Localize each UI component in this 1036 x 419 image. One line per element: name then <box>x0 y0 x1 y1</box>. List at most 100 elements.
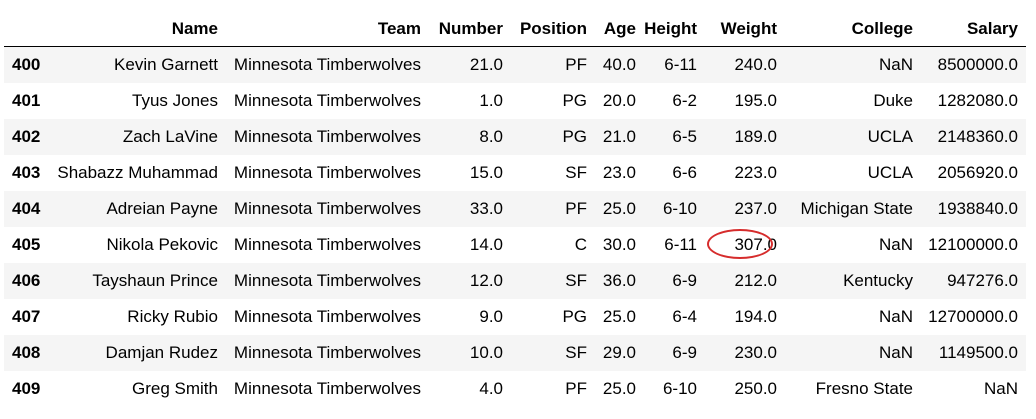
cell-weight: 230.0 <box>734 342 777 362</box>
column-header-height: Height <box>644 12 705 47</box>
cell-position: PG <box>562 126 587 146</box>
cell-weight: 240.0 <box>734 54 777 74</box>
column-header-college: College <box>785 12 921 47</box>
cell-number: 10.0 <box>469 342 503 362</box>
row-index: 401 <box>12 90 41 110</box>
cell-height: 6-4 <box>672 306 697 326</box>
cell-height: 6-11 <box>664 234 697 254</box>
cell-weight: 189.0 <box>734 126 777 146</box>
column-header-salary: Salary <box>921 12 1026 47</box>
row-index: 409 <box>12 378 41 398</box>
cell-height: 6-11 <box>664 54 697 74</box>
table-row: 408 Damjan Rudez Minnesota Timberwolves … <box>4 334 1026 371</box>
cell-position: C <box>574 234 587 254</box>
cell-height: 6-9 <box>672 342 697 362</box>
table-row: 404 Adreian Payne Minnesota Timberwolves… <box>4 190 1026 227</box>
cell-salary: 12100000.0 <box>928 234 1018 254</box>
row-index: 404 <box>12 198 41 218</box>
cell-name: Nikola Pekovic <box>106 234 219 254</box>
cell-college: Michigan State <box>800 198 913 218</box>
cell-age: 25.0 <box>602 378 636 398</box>
table-row: 401 Tyus Jones Minnesota Timberwolves 1.… <box>4 82 1026 119</box>
row-index: 402 <box>12 126 41 146</box>
cell-name: Tayshaun Prince <box>92 270 218 290</box>
column-header-name: Name <box>54 12 226 47</box>
column-header-team: Team <box>226 12 429 47</box>
column-header-number: Number <box>429 12 511 47</box>
table-row: 409 Greg Smith Minnesota Timberwolves 4.… <box>4 370 1026 407</box>
table-row: 402 Zach LaVine Minnesota Timberwolves 8… <box>4 118 1026 155</box>
table-row: 400 Kevin Garnett Minnesota Timberwolves… <box>4 46 1026 83</box>
cell-team: Minnesota Timberwolves <box>233 270 421 290</box>
cell-age: 36.0 <box>602 270 636 290</box>
cell-number: 33.0 <box>469 198 503 218</box>
cell-position: PG <box>562 90 587 110</box>
dataframe-table: Name Team Number Position Age Height Wei… <box>4 12 1026 407</box>
row-index: 403 <box>12 162 41 182</box>
column-header-weight: Weight <box>705 12 785 47</box>
cell-number: 15.0 <box>469 162 503 182</box>
row-index: 408 <box>12 342 41 362</box>
cell-salary: 2056920.0 <box>937 162 1018 182</box>
cell-team: Minnesota Timberwolves <box>233 306 421 326</box>
cell-height: 6-5 <box>672 126 697 146</box>
cell-number: 21.0 <box>469 54 503 74</box>
cell-age: 29.0 <box>602 342 636 362</box>
header-row: Name Team Number Position Age Height Wei… <box>4 12 1026 47</box>
cell-team: Minnesota Timberwolves <box>233 90 421 110</box>
cell-team: Minnesota Timberwolves <box>233 54 421 74</box>
cell-salary: 1282080.0 <box>937 90 1018 110</box>
cell-college: NaN <box>878 234 913 254</box>
cell-number: 9.0 <box>479 306 503 326</box>
cell-salary: 1149500.0 <box>938 342 1018 362</box>
cell-name: Kevin Garnett <box>114 54 218 74</box>
cell-name: Damjan Rudez <box>105 342 218 362</box>
cell-position: PF <box>565 198 587 218</box>
cell-salary: 8500000.0 <box>937 54 1018 74</box>
cell-college: NaN <box>878 342 913 362</box>
cell-weight: 223.0 <box>734 162 777 182</box>
cell-team: Minnesota Timberwolves <box>233 234 421 254</box>
cell-age: 25.0 <box>602 198 636 218</box>
table-row: 407 Ricky Rubio Minnesota Timberwolves 9… <box>4 298 1026 335</box>
cell-weight: 195.0 <box>734 90 777 110</box>
cell-salary: NaN <box>983 378 1018 398</box>
cell-name: Greg Smith <box>132 378 218 398</box>
cell-height: 6-10 <box>662 378 697 398</box>
table-row: 403 Shabazz Muhammad Minnesota Timberwol… <box>4 154 1026 191</box>
cell-weight: 194.0 <box>734 306 777 326</box>
cell-weight: 212.0 <box>734 270 777 290</box>
cell-number: 1.0 <box>479 90 503 110</box>
cell-team: Minnesota Timberwolves <box>233 162 421 182</box>
cell-height: 6-2 <box>672 90 697 110</box>
cell-name: Adreian Payne <box>106 198 218 218</box>
index-header <box>4 12 54 47</box>
cell-age: 20.0 <box>602 90 636 110</box>
cell-college: Duke <box>873 90 913 110</box>
cell-position: PF <box>565 378 587 398</box>
cell-salary: 947276.0 <box>947 270 1018 290</box>
cell-weight-value: 307.0 <box>734 234 777 254</box>
cell-name: Shabazz Muhammad <box>57 162 218 182</box>
cell-position: SF <box>565 270 587 290</box>
row-index: 407 <box>12 306 41 326</box>
cell-salary: 2148360.0 <box>937 126 1018 146</box>
cell-position: SF <box>565 342 587 362</box>
cell-team: Minnesota Timberwolves <box>233 342 421 362</box>
cell-age: 40.0 <box>602 54 636 74</box>
cell-position: SF <box>565 162 587 182</box>
cell-college: UCLA <box>867 126 913 146</box>
cell-team: Minnesota Timberwolves <box>233 126 421 146</box>
cell-weight-highlighted: 307.0 <box>705 227 785 263</box>
cell-age: 23.0 <box>602 162 636 182</box>
row-index: 405 <box>12 234 41 254</box>
cell-number: 12.0 <box>469 270 503 290</box>
cell-age: 21.0 <box>602 126 636 146</box>
cell-height: 6-10 <box>662 198 697 218</box>
cell-team: Minnesota Timberwolves <box>233 378 421 398</box>
table-row: 405 Nikola Pekovic Minnesota Timberwolve… <box>4 226 1026 263</box>
cell-weight: 250.0 <box>734 378 777 398</box>
cell-name: Tyus Jones <box>132 90 218 110</box>
cell-college: NaN <box>878 306 913 326</box>
